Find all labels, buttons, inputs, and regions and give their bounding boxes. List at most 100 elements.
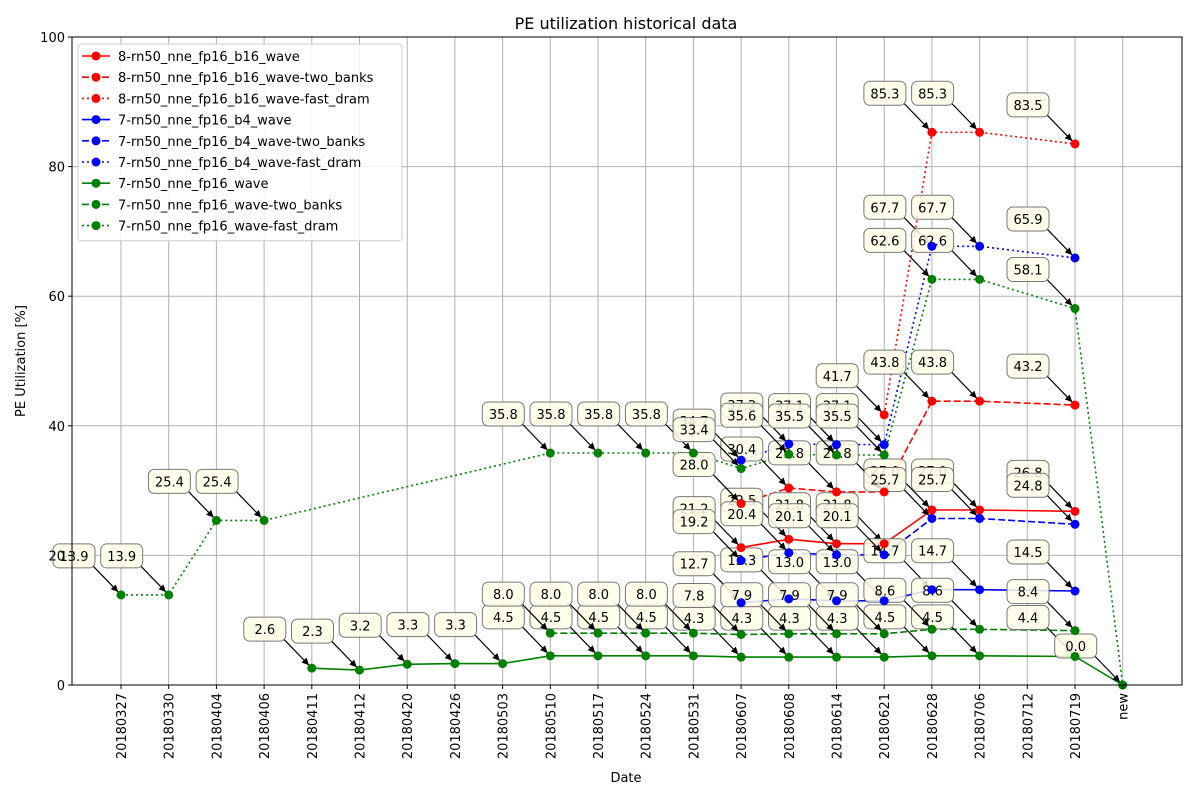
data-label: 2.3: [302, 625, 323, 640]
series-marker: [832, 539, 841, 549]
data-label-box: [338, 612, 382, 638]
annotation-arrowhead: [683, 645, 691, 653]
annotation-arrowhead: [540, 442, 548, 451]
x-tick-label: new: [1117, 693, 1132, 720]
data-label: 4.3: [779, 612, 800, 627]
series-marker: [545, 448, 555, 458]
data-label: 13.0: [823, 556, 852, 571]
data-label: 62.6: [918, 234, 947, 249]
data-label-box: [195, 468, 239, 494]
legend-marker: [91, 51, 101, 61]
series-marker: [832, 629, 841, 639]
annotation-arrowhead: [1064, 394, 1073, 403]
annotation-arrowhead: [730, 646, 739, 655]
x-tick-label: 20180531: [687, 693, 702, 759]
x-axis-ticks: 20180327 20180330 20180404 20180406 20180411…: [115, 685, 1132, 759]
series-marker: [641, 628, 651, 638]
annotation-arrowhead: [683, 442, 691, 451]
series-marker: [832, 487, 841, 497]
data-label: 41.7: [823, 370, 852, 385]
legend-label: 7-rn50_nne_fp16_b4_wave-fast_dram: [118, 156, 361, 171]
series-marker: [736, 556, 746, 566]
x-tick-label: 20180330: [163, 693, 178, 759]
data-label: 4.5: [493, 611, 514, 626]
legend-label: 8-rn50_nne_fp16_b16_wave-fast_dram: [118, 92, 370, 107]
annotation-arrowhead: [158, 584, 166, 593]
series-marker: [879, 487, 889, 497]
annotation-arrowhead: [778, 443, 787, 452]
annotation-arrowhead: [826, 544, 834, 552]
annotation-arrowhead: [206, 509, 214, 518]
annotation-arrowhead: [1064, 247, 1073, 256]
series-marker: [975, 505, 985, 515]
series-marker: [975, 585, 985, 595]
data-label: 2.6: [254, 623, 275, 638]
annotation-arrowhead: [969, 507, 977, 516]
annotation-arrowhead: [921, 645, 930, 653]
data-label-box: [577, 581, 621, 607]
data-label-box: [1006, 257, 1050, 283]
series-marker: [879, 440, 889, 450]
data-label: 25.7: [870, 473, 899, 488]
data-label: 14.7: [918, 545, 947, 560]
series-marker: [784, 439, 794, 449]
annotation-arrowhead: [492, 653, 500, 661]
annotation-arrowhead: [683, 622, 691, 631]
annotation-arrowhead: [969, 499, 977, 508]
series-line: [121, 278, 1124, 686]
data-label: 25.4: [203, 475, 232, 490]
data-label: 19.2: [680, 516, 709, 531]
series-marker: [927, 274, 937, 284]
series-line: [883, 131, 1076, 415]
series-marker: [1070, 400, 1080, 410]
annotation-arrowhead: [873, 404, 882, 412]
series-marker: [975, 396, 985, 406]
series-marker: [879, 550, 889, 560]
series-marker: [593, 651, 603, 661]
annotation-arrowhead: [826, 481, 834, 490]
annotation-arrowhead: [444, 653, 453, 661]
annotation-arrowhead: [587, 442, 596, 451]
data-label: 20.4: [727, 508, 756, 523]
y-tick-label: 100: [40, 31, 65, 46]
series-marker: [927, 396, 937, 406]
data-label-box: [863, 227, 907, 253]
data-label: 35.8: [537, 408, 566, 423]
series-marker: [736, 455, 746, 465]
annotation-arrowhead: [1064, 133, 1073, 142]
annotation-arrowhead: [921, 507, 930, 516]
x-tick-label: 20180327: [115, 693, 130, 759]
annotation-arrowhead: [540, 622, 548, 631]
annotation-arrowhead: [730, 623, 739, 632]
series-marker: [736, 598, 746, 608]
series-marker: [211, 515, 221, 525]
x-tick-label: 20180517: [592, 693, 607, 759]
series-marker: [1070, 626, 1080, 636]
legend-box: [77, 43, 403, 242]
annotation-arrowhead: [1064, 580, 1073, 589]
series-marker: [879, 410, 889, 420]
series-marker: [975, 274, 985, 284]
series-marker: [1070, 586, 1080, 596]
legend-marker: [91, 93, 101, 103]
x-tick-label: 20180607: [735, 693, 750, 759]
data-label: 3.2: [350, 619, 371, 634]
series-marker: [736, 543, 746, 553]
data-label: 4.4: [1018, 611, 1039, 626]
series-marker: [784, 629, 794, 639]
x-tick-label: 20180614: [831, 693, 846, 759]
annotation-arrowhead: [969, 618, 977, 627]
annotation-arrowhead: [921, 268, 930, 277]
x-tick-label: 20180420: [401, 693, 416, 759]
data-label-box: [1006, 539, 1050, 565]
legend-label: 7-rn50_nne_fp16_wave-fast_dram: [118, 220, 338, 235]
series-marker: [736, 464, 746, 474]
data-label: 35.6: [727, 409, 756, 424]
annotation-arrowhead: [635, 645, 643, 653]
legend-label: 7-rn50_nne_fp16_wave-two_banks: [118, 198, 342, 213]
annotation-arrowhead: [396, 653, 405, 662]
annotation-arrowhead: [873, 434, 882, 442]
annotation-arrowhead: [873, 646, 882, 655]
series-marker: [975, 127, 985, 137]
data-label: 8.0: [636, 588, 657, 603]
